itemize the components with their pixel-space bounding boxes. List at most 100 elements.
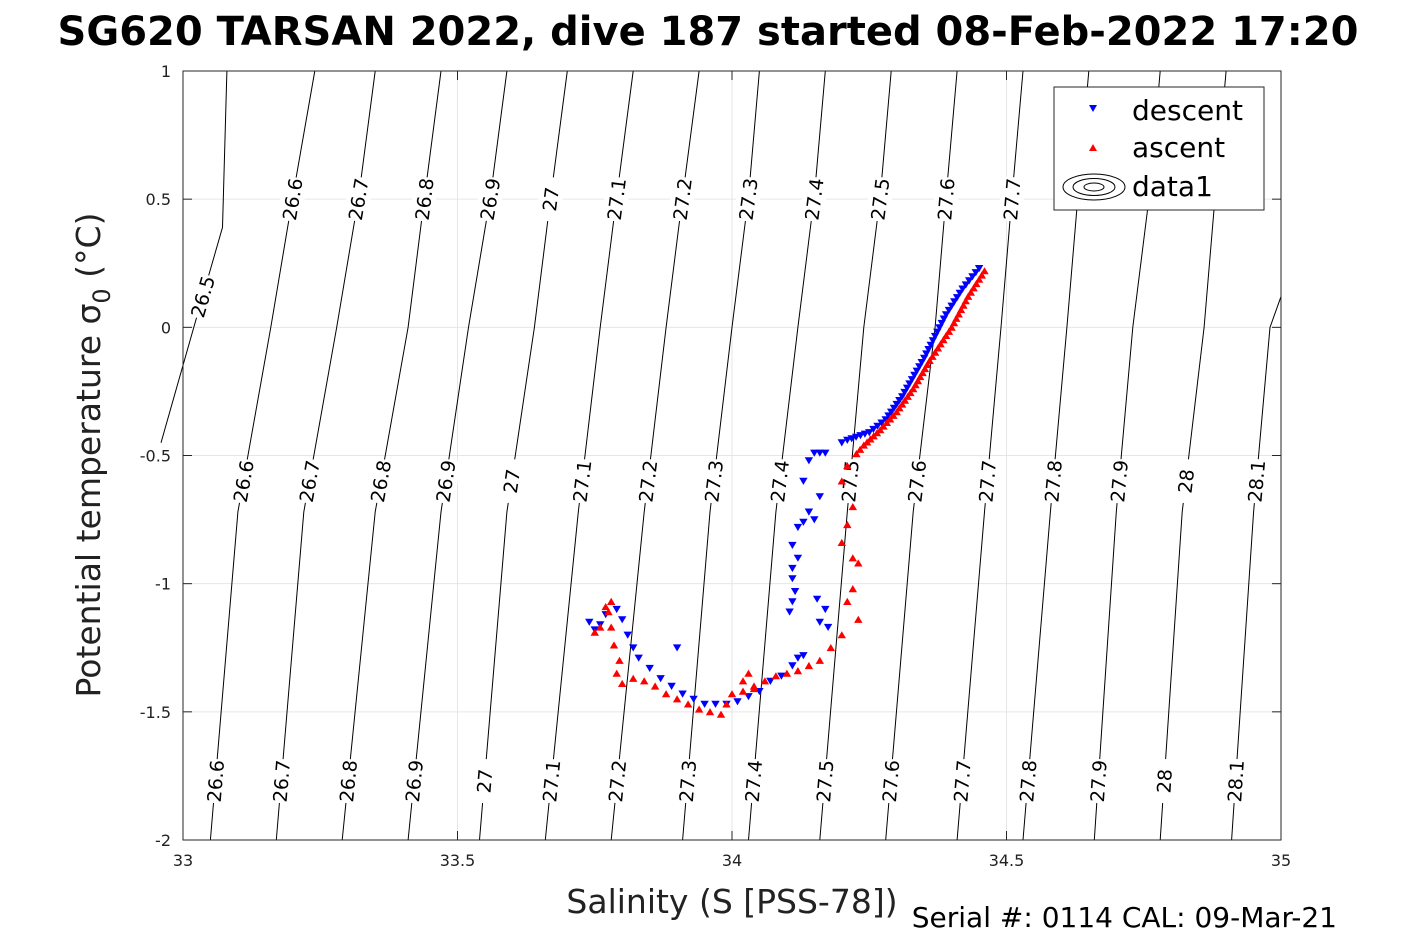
contour-label-gap [201, 758, 230, 804]
legend-ascent-label: ascent [1132, 131, 1225, 164]
descent-point [810, 449, 819, 457]
contour-label-gap [810, 758, 839, 804]
ascent-point [848, 503, 857, 511]
ascent-point [859, 441, 868, 449]
contour-label-gap [973, 458, 1002, 505]
descent-point [804, 508, 814, 516]
y-axis-label-main: Potential temperature σ [69, 304, 108, 698]
contour-label-27.9: 27.9 [1107, 459, 1133, 503]
descent-point [821, 449, 830, 457]
contour-line-27.5 [819, 70, 892, 841]
contour-label-gap [667, 175, 697, 223]
contour-label-27.3: 27.3 [676, 759, 701, 803]
contour-label-27.4: 27.4 [767, 459, 794, 504]
descent-point [950, 298, 959, 306]
y-tick-label: 0 [161, 318, 171, 337]
descent-point [968, 273, 977, 281]
descent-point [887, 408, 896, 416]
descent-point [623, 631, 632, 639]
contour-label-gap [293, 457, 325, 505]
descent-point [961, 281, 971, 289]
contour-label-gap [765, 457, 795, 505]
descent-point [958, 285, 967, 293]
descent-point [744, 693, 753, 701]
contour-label-27.7: 27.7 [975, 459, 1001, 503]
ascent-point [793, 667, 803, 675]
x-tick-label: 33 [173, 851, 193, 870]
y-tick-label: -1.5 [140, 703, 171, 722]
contour-label-gap [364, 457, 397, 505]
ascent-point [939, 336, 948, 344]
ascent-point [590, 628, 599, 636]
ascent-point [749, 682, 759, 690]
legend-contour-icon [1062, 173, 1126, 201]
ascent-point [650, 682, 660, 690]
descent-point [924, 346, 933, 354]
descent-point [905, 380, 914, 388]
ascent-point [879, 422, 888, 430]
ascent-point [618, 679, 627, 687]
ascent-point [843, 520, 852, 529]
legend-ascent-marker [1089, 144, 1097, 151]
descent-point [930, 332, 940, 341]
ascent-point [738, 677, 748, 685]
ascent-point [848, 554, 857, 562]
descent-point [898, 393, 907, 401]
contour-label-gap [496, 457, 527, 505]
descent-point [585, 618, 594, 626]
ascent-point [738, 687, 748, 695]
contour-label-27: 27 [539, 186, 564, 213]
y-tick-label: -0.5 [140, 447, 171, 466]
contour-label-27.1: 27.1 [570, 459, 597, 504]
descent-point [821, 605, 830, 614]
descent-point [907, 376, 917, 384]
contour-label-gap [739, 758, 768, 804]
contour-label-gap [865, 175, 895, 223]
descent-point [711, 700, 720, 708]
contour-label-gap [948, 758, 976, 804]
x-tick-label: 35 [1271, 851, 1291, 870]
descent-point [843, 436, 852, 444]
y-tick-label: 0.5 [146, 190, 171, 209]
contour-label-gap [567, 457, 597, 505]
ascent-point [974, 275, 984, 283]
descent-point [922, 350, 931, 358]
descent-point [799, 518, 808, 526]
contour-label-27.3: 27.3 [736, 177, 763, 222]
contour-label-gap [1242, 458, 1271, 505]
contour-label-gap [267, 758, 296, 804]
ascent-point [855, 445, 865, 453]
contour-label-gap [997, 176, 1026, 223]
contour-label-gap [430, 457, 461, 505]
contour-label-28: 28 [1174, 468, 1199, 495]
contour-label-27.2: 27.2 [605, 759, 631, 803]
descent-point [955, 289, 964, 297]
descent-point [689, 695, 698, 703]
descent-point [777, 672, 786, 680]
contour-label-gap [1150, 758, 1178, 804]
ascent-point [683, 700, 693, 708]
descent-point [815, 449, 824, 457]
contour-line-26.6 [209, 70, 316, 841]
contour-label-gap [733, 175, 763, 223]
contour-line-26.8 [341, 70, 442, 841]
contour-label-gap [334, 757, 363, 805]
descent-point [881, 416, 890, 424]
contour-label-27.1: 27.1 [604, 177, 631, 222]
descent-point [799, 652, 808, 660]
descent-point [837, 439, 846, 447]
contour-label-gap [1171, 457, 1201, 505]
descent-point [793, 554, 803, 562]
descent-point [700, 700, 709, 708]
ascent-point [727, 690, 737, 698]
contour-label-gap [876, 758, 905, 804]
contour-label-26.9: 26.9 [402, 759, 428, 803]
contour-label-gap [409, 175, 439, 223]
legend-data1-label: data1 [1132, 170, 1213, 203]
contour-label-27.2: 27.2 [635, 459, 662, 504]
descent-point [645, 664, 654, 672]
contour-line-27.3 [682, 70, 760, 841]
descent-point [793, 654, 803, 662]
contour-label-27.6: 27.6 [934, 177, 959, 221]
